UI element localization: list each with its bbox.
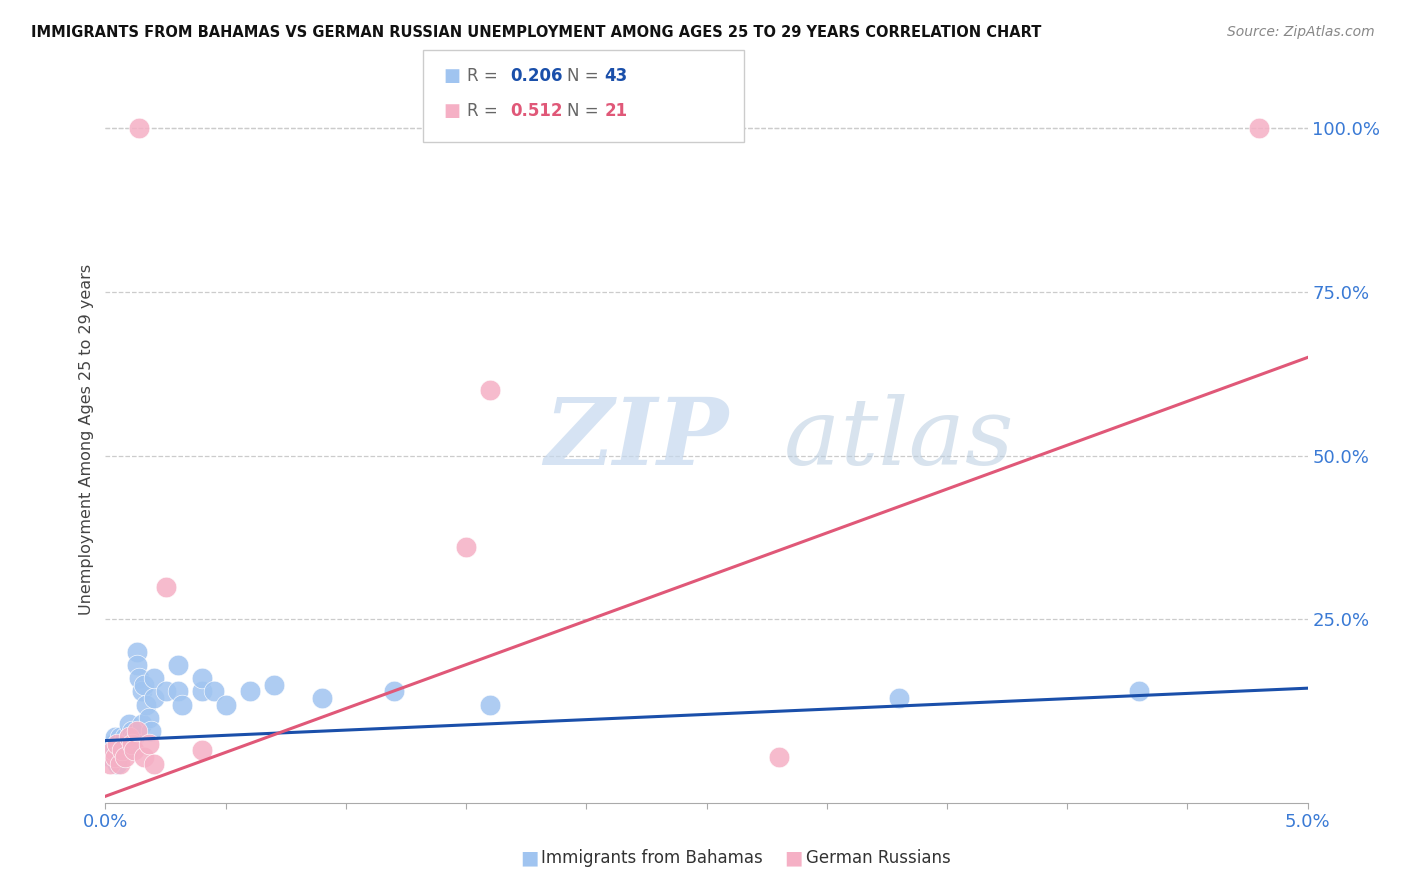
Text: R =: R = bbox=[467, 103, 503, 120]
Point bbox=[101, 743, 124, 757]
Point bbox=[125, 723, 148, 738]
Point bbox=[118, 743, 141, 757]
Point bbox=[138, 711, 160, 725]
Point bbox=[138, 737, 160, 751]
Point bbox=[155, 684, 177, 698]
Point bbox=[768, 750, 790, 764]
Point bbox=[263, 678, 285, 692]
Text: 21: 21 bbox=[605, 103, 627, 120]
Point bbox=[1249, 121, 1271, 136]
Point bbox=[108, 731, 131, 745]
Point bbox=[124, 731, 146, 745]
Point bbox=[114, 743, 136, 757]
Point bbox=[142, 756, 165, 771]
Text: atlas: atlas bbox=[544, 394, 1014, 484]
Point bbox=[104, 743, 127, 757]
Point bbox=[142, 691, 165, 706]
Point bbox=[124, 743, 146, 757]
Point bbox=[114, 750, 136, 764]
Text: ■: ■ bbox=[443, 103, 460, 120]
Point bbox=[190, 684, 212, 698]
Point bbox=[118, 731, 141, 745]
Point bbox=[104, 750, 127, 764]
Point bbox=[887, 691, 910, 706]
Point bbox=[107, 756, 129, 771]
Point bbox=[166, 658, 188, 673]
Point bbox=[311, 691, 333, 706]
Point bbox=[118, 717, 141, 731]
Point bbox=[131, 717, 153, 731]
Text: 43: 43 bbox=[605, 67, 628, 85]
Point bbox=[166, 684, 188, 698]
Point bbox=[454, 541, 477, 555]
Point bbox=[139, 723, 162, 738]
Text: N =: N = bbox=[567, 67, 603, 85]
Point bbox=[190, 671, 212, 685]
Point bbox=[214, 698, 236, 712]
Point bbox=[132, 750, 155, 764]
Text: 0.206: 0.206 bbox=[510, 67, 562, 85]
Text: R =: R = bbox=[467, 67, 503, 85]
Point bbox=[107, 737, 129, 751]
Point bbox=[101, 737, 124, 751]
Text: Source: ZipAtlas.com: Source: ZipAtlas.com bbox=[1227, 25, 1375, 39]
Point bbox=[132, 678, 155, 692]
Point bbox=[190, 743, 212, 757]
Text: ZIP: ZIP bbox=[544, 394, 728, 484]
Point bbox=[111, 737, 134, 751]
Text: 0.512: 0.512 bbox=[510, 103, 562, 120]
Point bbox=[115, 737, 138, 751]
Point bbox=[125, 658, 148, 673]
Text: German Russians: German Russians bbox=[806, 849, 950, 867]
Point bbox=[479, 698, 502, 712]
Point bbox=[142, 671, 165, 685]
Text: ■: ■ bbox=[443, 67, 460, 85]
Point bbox=[131, 684, 153, 698]
Point bbox=[202, 684, 225, 698]
Point bbox=[107, 737, 129, 751]
Point bbox=[135, 698, 157, 712]
Point bbox=[172, 698, 194, 712]
Point bbox=[479, 383, 502, 397]
Text: ■: ■ bbox=[785, 848, 803, 868]
Point bbox=[239, 684, 262, 698]
Point bbox=[121, 723, 143, 738]
Point bbox=[98, 750, 121, 764]
Text: ■: ■ bbox=[520, 848, 538, 868]
Text: Immigrants from Bahamas: Immigrants from Bahamas bbox=[541, 849, 763, 867]
Text: IMMIGRANTS FROM BAHAMAS VS GERMAN RUSSIAN UNEMPLOYMENT AMONG AGES 25 TO 29 YEARS: IMMIGRANTS FROM BAHAMAS VS GERMAN RUSSIA… bbox=[31, 25, 1042, 40]
Text: N =: N = bbox=[567, 103, 603, 120]
Point bbox=[111, 743, 134, 757]
Point bbox=[155, 580, 177, 594]
Y-axis label: Unemployment Among Ages 25 to 29 years: Unemployment Among Ages 25 to 29 years bbox=[79, 264, 94, 615]
Point bbox=[1128, 684, 1150, 698]
Point bbox=[382, 684, 405, 698]
Point bbox=[118, 731, 141, 745]
Point bbox=[108, 743, 131, 757]
Point bbox=[108, 756, 131, 771]
Point bbox=[128, 671, 150, 685]
Point bbox=[104, 731, 127, 745]
Point bbox=[114, 731, 136, 745]
Point bbox=[98, 756, 121, 771]
Point bbox=[128, 121, 150, 136]
Point bbox=[125, 645, 148, 659]
Point bbox=[121, 737, 143, 751]
